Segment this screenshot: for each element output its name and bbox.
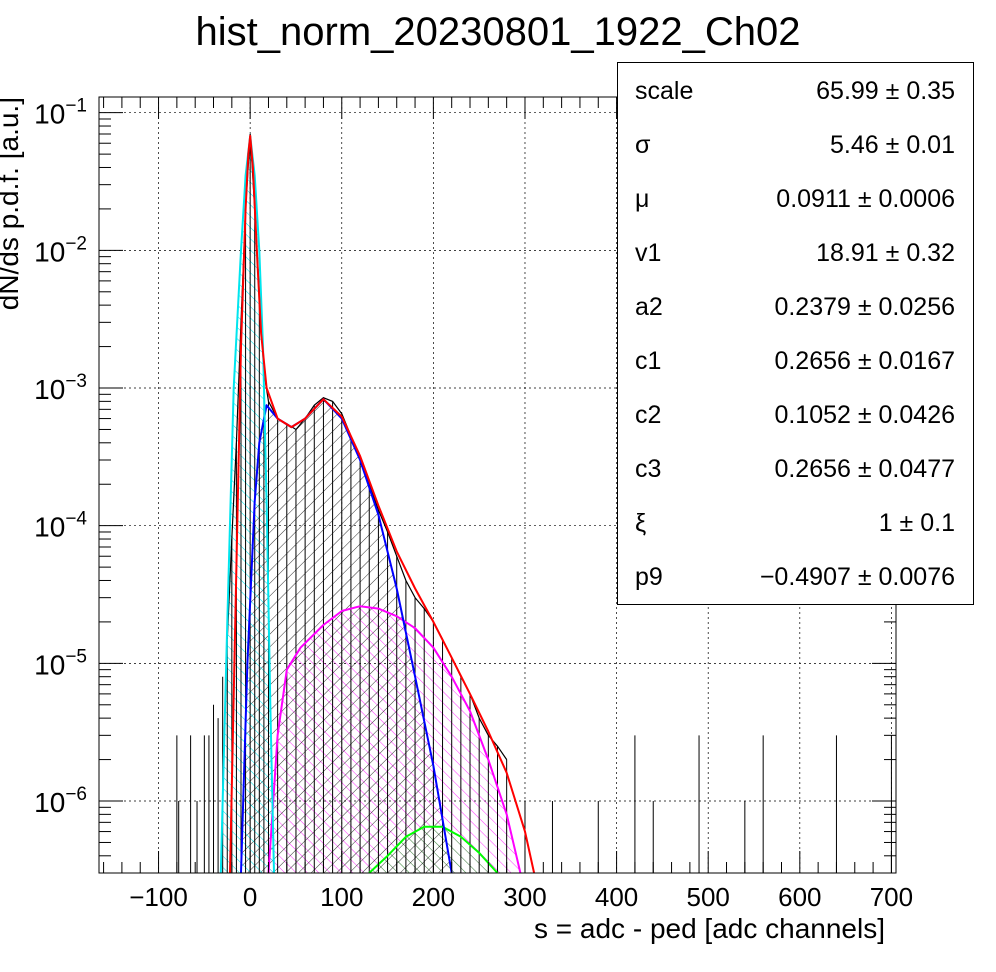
y-tick-label: 10−6 <box>34 784 87 818</box>
x-axis-label: s = adc - ped [adc channels] <box>534 913 885 944</box>
y-tick-label: 10−1 <box>34 96 87 130</box>
stat-row: c2 0.1052 ± 0.0426 <box>618 387 973 441</box>
fit-stats-box: scale 65.99 ± 0.35 σ 5.46 ± 0.01 μ 0.0911 ± 0… <box>617 62 974 605</box>
x-tick-label: 400 <box>595 882 638 912</box>
x-tick-label: −100 <box>129 882 188 912</box>
y-tick-exponent: −3 <box>65 371 87 392</box>
y-tick-label: 10−5 <box>34 646 87 680</box>
y-tick-base: 10 <box>34 99 65 130</box>
stat-value: −0.4907 ± 0.0076 <box>759 563 955 591</box>
y-tick-exponent: −5 <box>65 646 87 667</box>
stat-value: 65.99 ± 0.35 <box>816 77 955 105</box>
y-axis-label: dN/ds p.d.f. [a.u.] <box>0 97 24 310</box>
y-tick-base: 10 <box>34 374 65 405</box>
stat-row: c3 0.2656 ± 0.0477 <box>618 441 973 495</box>
y-tick-exponent: −4 <box>65 509 87 530</box>
x-tick-label: 700 <box>870 882 913 912</box>
x-tick-label: 200 <box>412 882 455 912</box>
stat-row: σ 5.46 ± 0.01 <box>618 117 973 171</box>
stat-name: ξ <box>635 509 647 537</box>
stat-row: scale 65.99 ± 0.35 <box>618 63 973 117</box>
stat-row: v1 18.91 ± 0.32 <box>618 225 973 279</box>
y-tick-exponent: −2 <box>65 233 87 254</box>
stat-value: 0.2656 ± 0.0167 <box>774 347 955 375</box>
y-tick-base: 10 <box>34 236 65 267</box>
y-tick-label: 10−3 <box>34 371 87 405</box>
stat-name: μ <box>635 185 650 213</box>
x-tick-label: 0 <box>243 882 257 912</box>
triple-pe-component-curve <box>368 825 499 873</box>
stat-value: 1 ± 0.1 <box>878 509 955 537</box>
x-tick-label: 500 <box>687 882 730 912</box>
stat-row: c1 0.2656 ± 0.0167 <box>618 333 973 387</box>
y-tick-label: 10−4 <box>34 509 87 543</box>
stat-value: 5.46 ± 0.01 <box>830 131 955 159</box>
y-tick-base: 10 <box>34 649 65 680</box>
y-tick-exponent: −1 <box>65 96 87 117</box>
stat-row: a2 0.2379 ± 0.0256 <box>618 279 973 333</box>
stat-value: 0.1052 ± 0.0426 <box>774 401 955 429</box>
y-tick-exponent: −6 <box>65 784 87 805</box>
stat-name: c2 <box>635 401 662 429</box>
stat-name: c1 <box>635 347 662 375</box>
y-tick-base: 10 <box>34 512 65 543</box>
y-tick-label: 10−2 <box>34 233 87 267</box>
single-pe-component-fill <box>241 399 452 873</box>
stat-name: v1 <box>635 239 662 267</box>
stat-name: σ <box>635 131 651 159</box>
stat-row: ξ 1 ± 0.1 <box>618 495 973 549</box>
stat-value: 18.91 ± 0.32 <box>816 239 955 267</box>
stat-row: p9 −0.4907 ± 0.0076 <box>618 549 973 603</box>
stat-name: p9 <box>635 563 663 591</box>
chart-title: hist_norm_20230801_1922_Ch02 <box>195 10 801 54</box>
stat-name: a2 <box>635 293 663 321</box>
x-tick-label: 600 <box>778 882 821 912</box>
total-fit-curve <box>229 134 536 873</box>
x-tick-label: 300 <box>503 882 546 912</box>
stat-name: c3 <box>635 455 662 483</box>
stat-name: scale <box>635 77 694 105</box>
y-tick-base: 10 <box>34 787 65 818</box>
stat-row: μ 0.0911 ± 0.0006 <box>618 171 973 225</box>
x-tick-label: 100 <box>320 882 363 912</box>
stat-value: 0.2656 ± 0.0477 <box>774 455 955 483</box>
stat-value: 0.2379 ± 0.0256 <box>774 293 955 321</box>
double-pe-component-curve <box>267 605 522 873</box>
stat-value: 0.0911 ± 0.0006 <box>776 185 955 213</box>
